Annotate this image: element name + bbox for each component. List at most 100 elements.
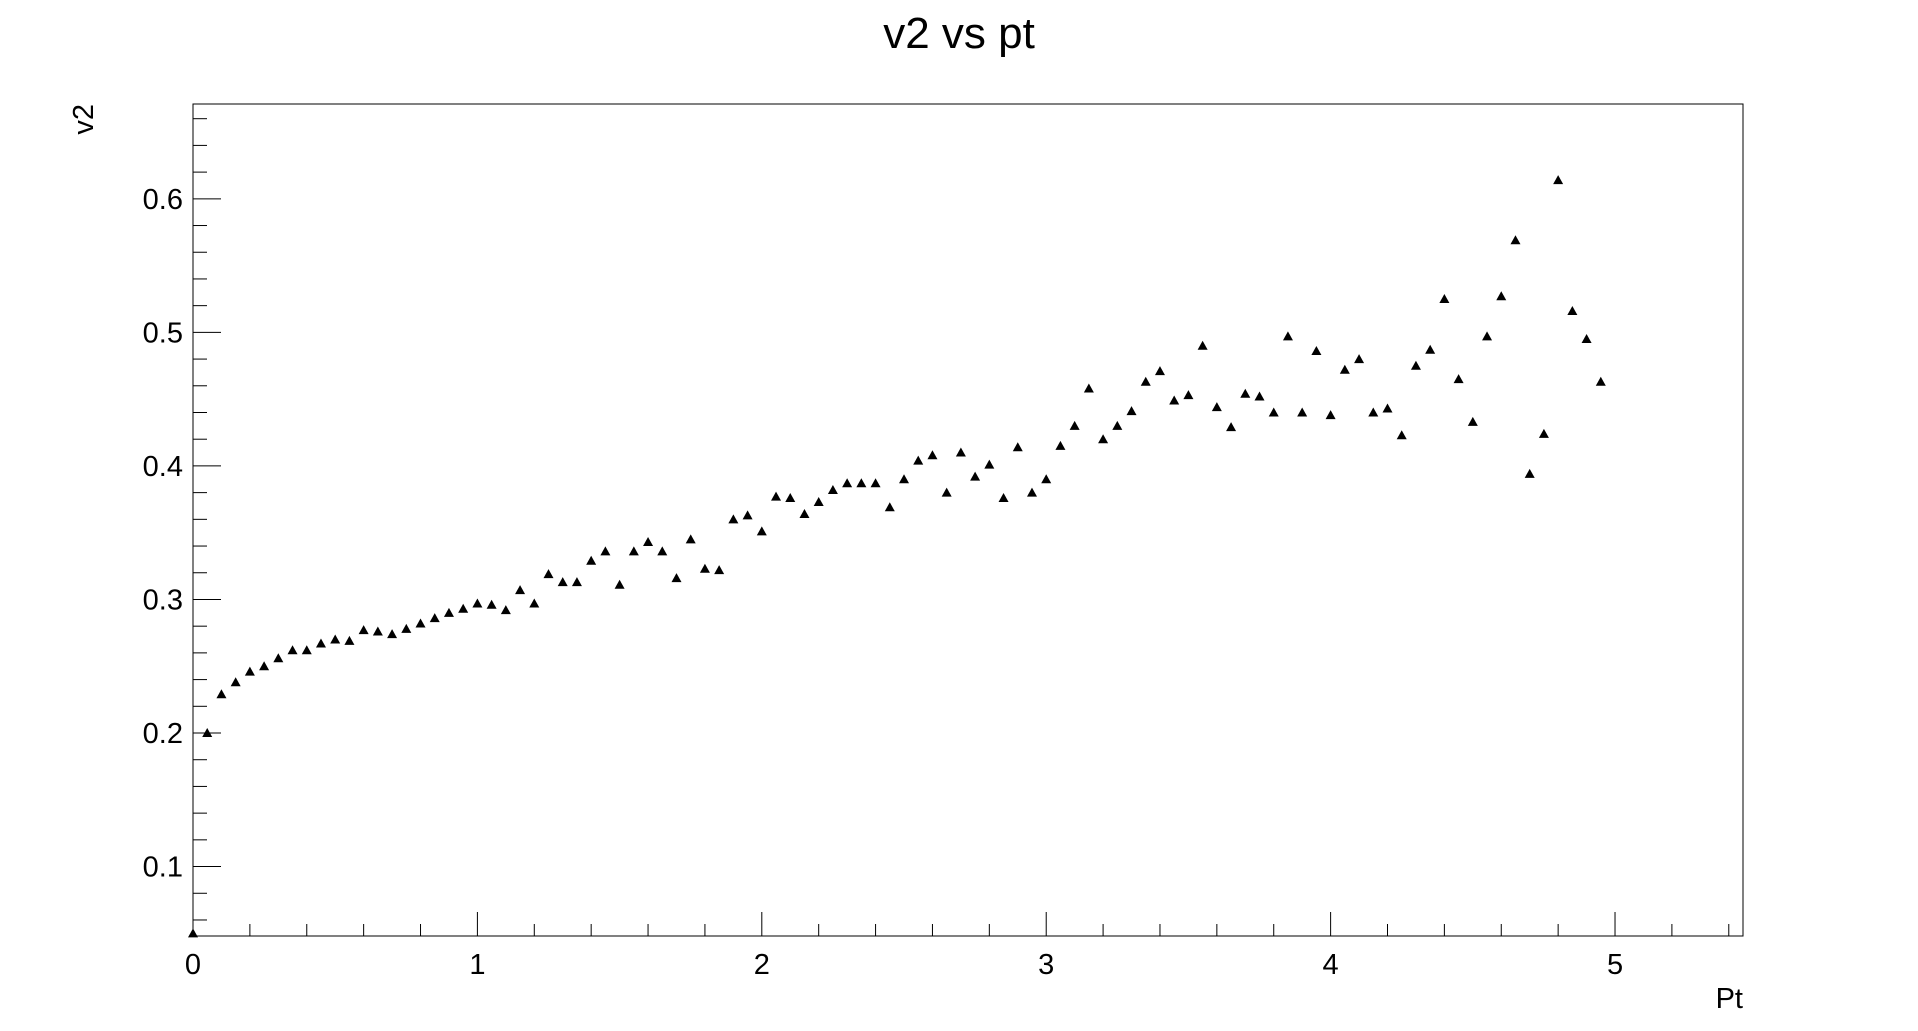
data-point: [614, 579, 625, 589]
data-point: [728, 514, 739, 524]
data-point: [1496, 291, 1507, 301]
data-point: [202, 728, 213, 738]
y-tick-label: 0.4: [143, 451, 183, 483]
data-point: [671, 573, 682, 583]
y-tick-label: 0.2: [143, 718, 183, 750]
data-point: [443, 607, 454, 617]
data-point: [1581, 334, 1592, 344]
data-point: [1112, 420, 1123, 430]
data-point: [984, 459, 995, 469]
data-point: [1041, 474, 1052, 484]
data-point: [500, 605, 511, 615]
data-point: [1368, 407, 1379, 417]
x-tick-label: 4: [1323, 949, 1339, 981]
data-point: [970, 471, 981, 481]
data-point: [1553, 175, 1564, 185]
plot-frame: [192, 103, 1744, 937]
data-point: [628, 546, 639, 556]
data-point: [643, 537, 654, 547]
data-point: [244, 666, 255, 676]
data-point: [714, 565, 725, 575]
data-point: [1012, 442, 1023, 452]
x-tick-label: 2: [754, 949, 770, 981]
data-point: [1595, 376, 1606, 386]
data-point: [1282, 331, 1293, 341]
x-tick-label: 0: [185, 949, 201, 981]
data-point: [1311, 346, 1322, 356]
data-point: [401, 623, 412, 633]
data-point: [1410, 360, 1421, 370]
x-tick-label: 5: [1607, 949, 1623, 981]
data-point: [842, 478, 853, 488]
data-point: [927, 450, 938, 460]
data-point: [1297, 407, 1308, 417]
data-point: [756, 526, 767, 536]
data-point: [1524, 468, 1535, 478]
data-point: [429, 613, 440, 623]
data-point: [827, 484, 838, 494]
data-point: [1098, 434, 1109, 444]
data-points: [188, 175, 1606, 938]
data-point: [657, 546, 668, 556]
data-point: [1226, 422, 1237, 432]
data-point: [785, 492, 796, 502]
data-point: [472, 598, 483, 608]
data-point: [557, 577, 568, 587]
y-axis-label: v2: [68, 104, 100, 135]
y-axis: 0.1 0.2 0.3 0.4 0.5 0.6: [143, 118, 221, 921]
data-point: [799, 508, 810, 518]
data-point: [1254, 391, 1265, 401]
data-point: [1339, 364, 1350, 374]
data-point: [344, 635, 355, 645]
data-point: [1140, 376, 1151, 386]
data-point: [600, 546, 611, 556]
data-point: [1069, 420, 1080, 430]
data-point: [1439, 293, 1450, 303]
data-point: [856, 478, 867, 488]
data-point: [287, 645, 298, 655]
data-point: [1268, 407, 1279, 417]
data-point: [387, 629, 398, 639]
data-point: [529, 598, 540, 608]
data-point: [216, 689, 227, 699]
data-point: [1055, 440, 1066, 450]
data-point: [543, 569, 554, 579]
data-point: [699, 563, 710, 573]
y-tick-label: 0.5: [143, 317, 183, 349]
data-point: [515, 585, 526, 595]
x-axis: 0 1 2 3 4 5: [185, 912, 1730, 981]
data-point: [1354, 354, 1365, 364]
x-tick-label: 3: [1038, 949, 1054, 981]
data-point: [1240, 388, 1251, 398]
data-point: [1382, 403, 1393, 413]
data-point: [486, 599, 497, 609]
data-point: [1425, 344, 1436, 354]
data-point: [372, 626, 383, 636]
data-point: [1083, 383, 1094, 393]
data-point: [813, 496, 824, 506]
y-tick-label: 0.1: [143, 852, 183, 884]
data-point: [1467, 416, 1478, 426]
data-point: [1154, 366, 1165, 376]
data-point: [1126, 406, 1137, 416]
data-point: [1396, 430, 1407, 440]
data-point: [913, 455, 924, 465]
data-point: [1538, 428, 1549, 438]
data-point: [771, 491, 782, 501]
y-tick-label: 0.3: [143, 584, 183, 616]
data-point: [1197, 340, 1208, 350]
x-tick-label: 1: [469, 949, 485, 981]
data-point: [188, 928, 198, 938]
data-point: [685, 534, 696, 544]
data-point: [899, 474, 910, 484]
data-point: [1026, 487, 1037, 497]
data-point: [998, 492, 1009, 502]
chart-title: v2 vs pt: [883, 9, 1035, 58]
data-point: [1211, 402, 1222, 412]
data-point: [742, 510, 753, 520]
data-point: [273, 653, 284, 663]
data-point: [1482, 331, 1493, 341]
data-point: [870, 478, 881, 488]
y-tick-label: 0.6: [143, 184, 183, 216]
